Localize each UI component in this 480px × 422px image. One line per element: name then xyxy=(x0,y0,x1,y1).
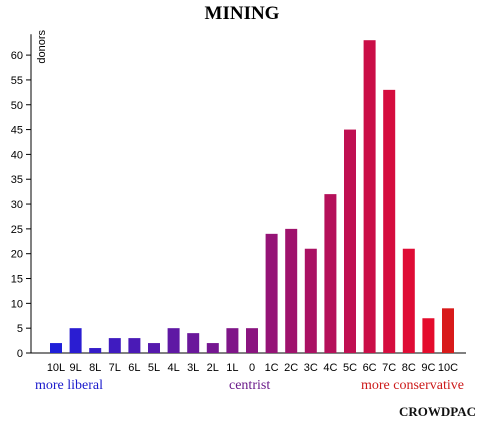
x-tick-label: 5C xyxy=(343,362,357,374)
x-tick-label: 4L xyxy=(167,362,179,374)
x-tick-label: 6L xyxy=(128,362,140,374)
x-tick-label: 8C xyxy=(402,362,416,374)
bar-10L xyxy=(50,343,62,353)
bar-6L xyxy=(128,338,141,353)
bars-group xyxy=(50,40,454,354)
bar-4C xyxy=(324,194,337,353)
bar-6C xyxy=(363,40,376,354)
bar-4L xyxy=(167,328,180,353)
spectrum-label-conservative: more conservative xyxy=(361,378,464,393)
bar-7L xyxy=(108,338,121,353)
x-tick-label: 7L xyxy=(109,362,121,374)
bar-5L xyxy=(148,343,160,353)
y-tick-label: 55 xyxy=(11,75,23,87)
y-tick-label: 40 xyxy=(11,149,23,161)
x-tick-label: 10C xyxy=(438,362,458,374)
x-tick-label: 8L xyxy=(89,362,101,374)
bar-2C xyxy=(285,228,298,353)
y-tick-label: 30 xyxy=(11,199,23,211)
x-tick-label: 2L xyxy=(207,362,219,374)
y-tick-label: 5 xyxy=(17,323,23,335)
y-tick-label: 20 xyxy=(11,249,23,261)
y-tick-label: 60 xyxy=(11,50,23,62)
y-axis: 0 5 10 15 20 25 30 35 40 45 50 55 60 xyxy=(11,34,466,360)
bar-0 xyxy=(246,328,258,353)
y-tick-label: 45 xyxy=(11,125,23,137)
x-tick-label: 1C xyxy=(265,362,279,374)
chart-title: MINING xyxy=(205,3,280,24)
x-tick-label: 2C xyxy=(284,362,298,374)
bar-8C xyxy=(402,248,415,353)
x-tick-label: 1L xyxy=(226,362,238,374)
bar-8L xyxy=(89,348,102,353)
y-tick-label: 50 xyxy=(11,100,23,112)
x-tick-label: 9L xyxy=(69,362,81,374)
y-tick-label: 10 xyxy=(11,298,23,310)
bar-3L xyxy=(187,333,200,353)
x-tick-label: 5L xyxy=(148,362,160,374)
y-axis-label: donors xyxy=(36,30,48,64)
spectrum-label-centrist: centrist xyxy=(229,378,270,393)
x-tick-label: 7C xyxy=(382,362,396,374)
x-tick-labels: 10L 9L 8L 7L 6L 5L 4L 3L 2L 1L 0 1C 2C 3C 4C 5C 6C 7C 8C 9C… xyxy=(47,362,458,374)
brand-logo-text: CROWDPAC xyxy=(399,404,476,419)
x-tick-label: 4C xyxy=(323,362,337,374)
bar-7C xyxy=(383,89,396,353)
x-tick-label: 0 xyxy=(249,362,255,374)
y-tick-label: 35 xyxy=(11,174,23,186)
x-tick-label: 3C xyxy=(304,362,318,374)
bar-2L xyxy=(206,343,219,353)
bar-9L xyxy=(69,328,82,353)
x-tick-label: 3L xyxy=(187,362,199,374)
x-tick-label: 10L xyxy=(47,362,65,374)
x-tick-label: 6C xyxy=(363,362,377,374)
y-tick-label: 0 xyxy=(17,348,23,360)
x-tick-label: 9C xyxy=(421,362,435,374)
y-tick-label: 15 xyxy=(11,274,23,286)
spectrum-label-liberal: more liberal xyxy=(35,378,103,393)
bar-5C xyxy=(344,129,356,353)
y-tick-label: 25 xyxy=(11,224,23,236)
bar-10C xyxy=(442,308,454,353)
bar-3C xyxy=(304,248,317,353)
bar-9C xyxy=(422,318,435,353)
bar-1C xyxy=(265,233,278,353)
bar-1L xyxy=(226,328,239,353)
